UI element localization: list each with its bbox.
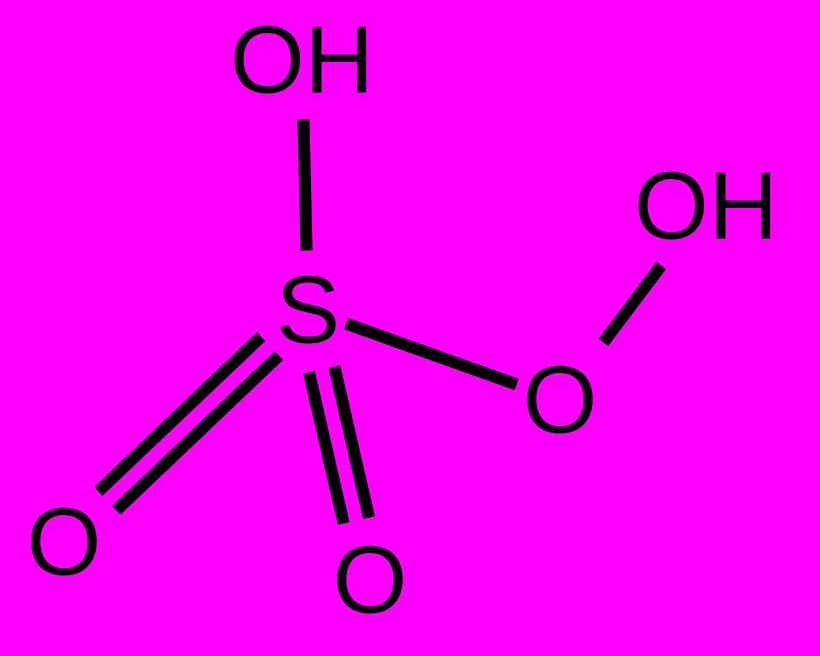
atom-O_r: O: [523, 347, 598, 454]
atom-OH2: OH: [634, 153, 778, 260]
atom-S: S: [276, 257, 340, 364]
bond-S-OH1: [303, 120, 306, 251]
atom-OH1: OH: [230, 7, 374, 114]
molecule-diagram: S OH O O O OH: [0, 0, 820, 656]
diagram-background: [0, 0, 820, 656]
atom-O_db: O: [333, 527, 408, 634]
atom-O_dl: O: [27, 489, 102, 596]
